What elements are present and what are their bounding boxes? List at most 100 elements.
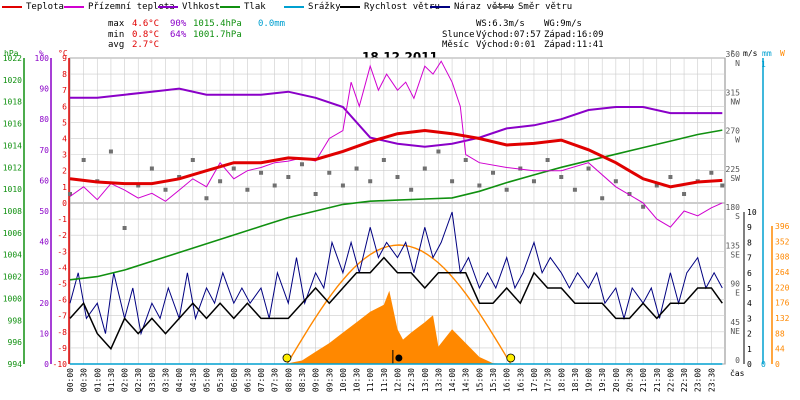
sun-set: Západ:16:09: [544, 30, 604, 40]
direction-point: [531, 179, 536, 184]
x-tick-label: 19:00: [585, 368, 594, 392]
wind-tick-label: 6: [747, 269, 752, 278]
direction-point: [136, 183, 141, 188]
direction-point: [450, 179, 455, 184]
direction-point: [272, 183, 277, 188]
direction-point: [409, 187, 414, 192]
direction-compass-label: S: [735, 212, 740, 221]
legend-label-2: Vlhkost: [182, 2, 220, 12]
wind-tick-label: 8: [747, 238, 752, 247]
direction-point: [381, 158, 386, 162]
stat-max-hum: 90%: [170, 19, 187, 29]
pressure-unit: hPa: [4, 49, 19, 58]
legend-swatch-3: [220, 6, 240, 8]
direction-compass-label: N: [735, 59, 740, 68]
humidity-tick-label: 100: [35, 54, 50, 63]
x-tick-label: 01:00: [93, 368, 102, 392]
x-tick-label: 12:00: [394, 368, 403, 392]
stat-max-temp: 4.6°C: [132, 19, 160, 29]
direction-point: [613, 179, 618, 184]
wind-tick-label: 9: [747, 223, 752, 232]
pressure-tick-label: 1012: [3, 163, 22, 172]
pressure-tick-label: 996: [8, 338, 23, 347]
x-tick-label: 04:00: [175, 368, 184, 392]
direction-point: [720, 183, 725, 188]
direction-point: [422, 166, 427, 171]
direction-point: [545, 158, 550, 162]
x-tick-label: 06:00: [230, 368, 239, 392]
direction-compass-label: SE: [730, 250, 740, 259]
direction-tick-label: 225: [726, 165, 741, 174]
temperature-tick-label: -2: [57, 231, 67, 240]
series-pressure: [69, 129, 723, 281]
stat-min-press: 1001.7hPa: [193, 30, 242, 40]
humidity-tick-label: 90: [39, 85, 49, 94]
direction-point: [654, 183, 659, 188]
solar-unit: W: [780, 49, 785, 58]
direction-compass-label: W: [735, 136, 740, 145]
stat-min-temp: 0.8°C: [132, 30, 160, 40]
direction-compass-label: SW: [730, 174, 740, 183]
stat-max-label: max: [108, 19, 125, 29]
wind-unit: m/s: [743, 49, 758, 58]
legend-swatch-7: [494, 6, 514, 8]
x-tick-label: 21:00: [639, 368, 648, 392]
legend-label-7: Směr větru: [518, 2, 573, 12]
direction-tick-label: 0: [735, 356, 740, 365]
stat-avg-label: avg: [108, 40, 125, 50]
pressure-tick-label: 1014: [3, 141, 22, 150]
temperature-tick-label: -4: [57, 263, 67, 272]
direction-point: [259, 170, 264, 175]
wind-speed-info: WS:6.3m/s: [476, 19, 525, 29]
humidity-tick-label: 10: [39, 329, 49, 338]
series-ground-temp: [69, 60, 723, 228]
humidity-tick-label: 80: [39, 115, 49, 124]
direction-point: [299, 162, 304, 167]
pressure-tick-label: 994: [8, 360, 23, 369]
direction-point: [491, 170, 496, 175]
x-tick-label: 12:30: [407, 368, 416, 392]
direction-point: [122, 226, 127, 230]
temperature-tick-label: 7: [62, 86, 67, 95]
x-tick-label: 20:30: [625, 368, 634, 392]
direction-point: [245, 187, 250, 192]
pressure-tick-label: 1004: [3, 251, 22, 260]
direction-tick-label: 315: [726, 88, 741, 97]
pressure-tick-label: 1010: [3, 185, 22, 194]
direction-point: [204, 196, 209, 201]
rain-tick-label: 0: [761, 360, 766, 369]
humidity-tick-label: 70: [39, 146, 49, 155]
temperature-tick-label: -3: [57, 247, 67, 256]
humidity-tick-label: 50: [39, 207, 49, 216]
x-tick-label: 23:00: [694, 368, 703, 392]
x-axis-label: čas: [730, 368, 745, 378]
direction-tick-label: 90: [730, 280, 740, 289]
temperature-tick-label: -1: [57, 215, 67, 224]
x-tick-label: 13:30: [434, 368, 443, 392]
direction-point: [436, 149, 441, 154]
direction-point: [190, 158, 195, 162]
x-tick-label: 02:30: [134, 368, 143, 392]
x-tick-label: 13:00: [421, 368, 430, 392]
direction-compass-label: E: [735, 289, 740, 298]
humidity-tick-label: 60: [39, 176, 49, 185]
wind-tick-label: 4: [747, 299, 752, 308]
direction-point: [68, 192, 72, 196]
chart-legend: Teplota Přízemní teplota Vlhkost Tlak Srážky…: [0, 0, 800, 16]
direction-compass-label: NE: [730, 327, 740, 336]
humidity-tick-label: 40: [39, 238, 49, 247]
wind-tick-label: 5: [747, 284, 752, 293]
x-tick-label: 06:30: [243, 368, 252, 392]
x-tick-label: 04:30: [189, 368, 198, 392]
rain-unit: mm: [762, 49, 772, 58]
temperature-tick-label: 9: [62, 54, 67, 63]
x-tick-label: 08:00: [284, 368, 293, 392]
sunset-marker: [506, 353, 516, 363]
direction-point: [627, 192, 632, 196]
x-tick-label: 01:30: [107, 368, 116, 392]
x-tick-label: 15:30: [489, 368, 498, 392]
pressure-tick-label: 1022: [3, 54, 22, 63]
x-tick-label: 05:30: [216, 368, 225, 392]
temperature-tick-label: -9: [57, 344, 67, 353]
